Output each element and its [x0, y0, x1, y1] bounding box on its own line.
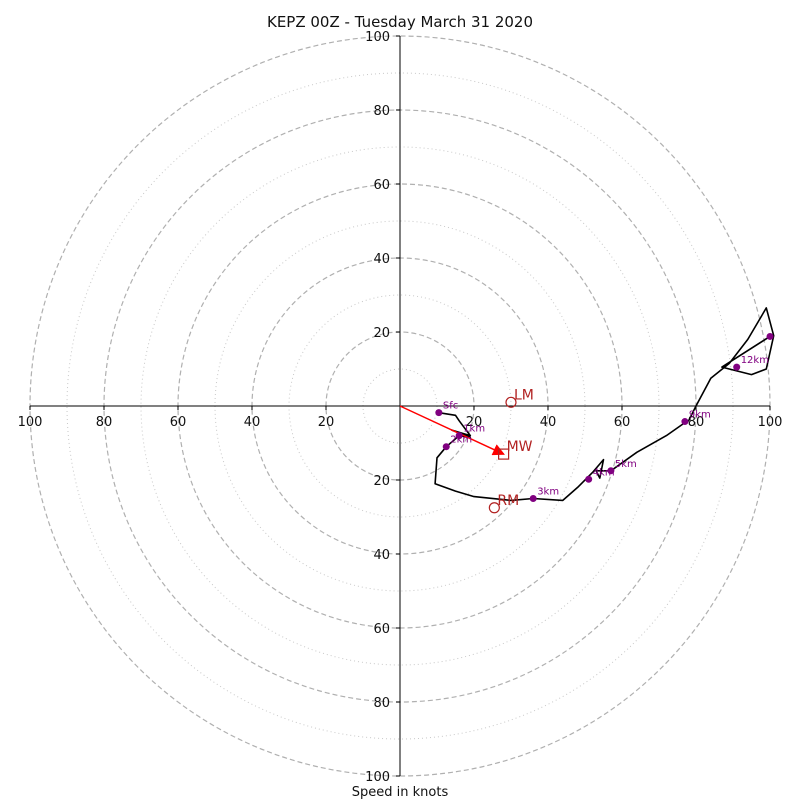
height-marker-point: [455, 432, 463, 440]
x-tick-label: 20: [318, 415, 335, 430]
height-marker-point: [529, 495, 537, 502]
y-tick-label: 60: [373, 178, 390, 193]
x-axis-label: Speed in knots: [352, 785, 449, 800]
y-tick-label: 20: [373, 474, 390, 489]
storm-motion-label: LM: [514, 387, 534, 403]
height-marker-point: [607, 467, 615, 475]
storm-motion-marker: [488, 502, 500, 514]
y-tick-label: 80: [373, 104, 390, 119]
y-tick-label: 100: [365, 30, 390, 45]
x-tick-label: 80: [96, 415, 113, 430]
x-tick-label: 60: [170, 415, 187, 430]
height-marker-point: [435, 409, 443, 417]
x-tick-label: 40: [244, 415, 261, 430]
y-tick-label: 40: [373, 252, 390, 267]
y-tick-label: 40: [373, 548, 390, 563]
y-tick-label: 80: [373, 696, 390, 711]
height-marker-label: Sfc: [443, 401, 458, 412]
storm-motion-label: RM: [497, 493, 519, 509]
height-marker-label: 3km: [537, 487, 559, 498]
x-tick-label: 80: [688, 415, 705, 430]
mean-wind-vector: [399, 405, 505, 456]
height-marker-point: [766, 332, 774, 340]
height-marker-point: [681, 418, 689, 426]
storm-motion-marker: [505, 396, 517, 408]
height-marker-label: 9km: [689, 410, 711, 421]
height-marker-label: 1km: [463, 424, 485, 435]
x-tick-label: 100: [758, 415, 783, 430]
height-marker-point: [442, 443, 450, 451]
height-marker-point: [585, 475, 593, 483]
x-tick-label: 60: [614, 415, 631, 430]
height-marker-label: 4km: [593, 467, 615, 478]
chart-title: KEPZ 00Z - Tuesday March 31 2020: [267, 13, 533, 31]
height-marker-label: 2km: [450, 435, 472, 446]
storm-motion-label: MW: [507, 439, 533, 455]
height-marker-label: 12km: [741, 355, 769, 366]
x-tick-label: 40: [540, 415, 557, 430]
height-marker-point: [733, 363, 741, 371]
y-tick-label: 20: [373, 326, 390, 341]
storm-motion-marker: [498, 448, 510, 460]
storm-motion: LM MW RM: [488, 387, 534, 514]
height-marker-label: 5km: [615, 459, 637, 470]
x-tick-label: 20: [466, 415, 483, 430]
tick-labels: 100 80 60 40 20 20 40 60 80 100 20 40 60 80 100 20 40 60 8…: [18, 30, 783, 785]
y-tick-label: 60: [373, 622, 390, 637]
x-tick-label: 100: [18, 415, 43, 430]
y-tick-label: 100: [365, 770, 390, 785]
